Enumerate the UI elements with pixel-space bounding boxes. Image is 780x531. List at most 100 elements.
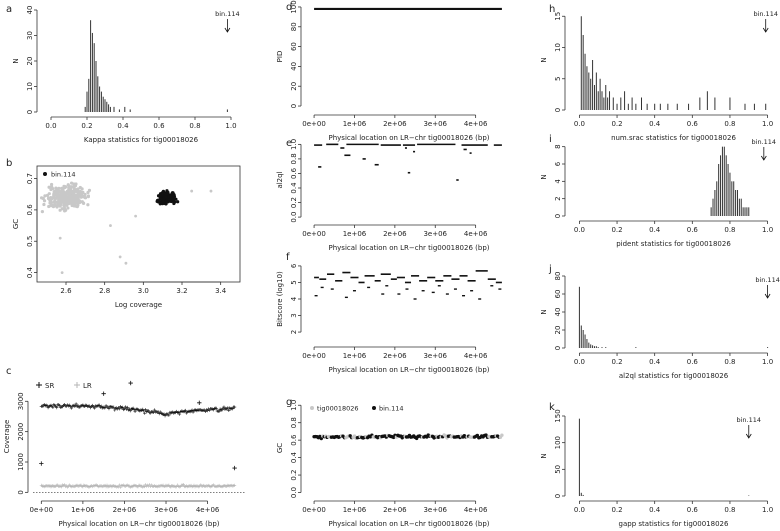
x-tick-label: 0.2 xyxy=(81,122,92,130)
lr-point xyxy=(117,483,122,487)
x-tick-label: 4e+06 xyxy=(464,506,488,514)
legend-marker xyxy=(372,406,376,410)
sr-point xyxy=(144,408,148,412)
y-tick-label: 0.4 xyxy=(26,266,34,278)
y-tick-label: 30 xyxy=(26,31,34,40)
y-axis: 0 20 40 60 80 xyxy=(554,272,566,350)
sr-point xyxy=(227,408,231,413)
y-axis: 0 1000 2000 3000 xyxy=(17,392,29,495)
x-tick-label: 3e+06 xyxy=(423,120,447,128)
point-bin xyxy=(161,199,165,203)
x-tick-label: 0.2 xyxy=(611,506,622,514)
x-tick-label: 0.8 xyxy=(724,506,735,514)
panel-g: g 0e+00 1e+06 2e+06 3e+06 4e+06 Physical locat… xyxy=(276,397,504,528)
x-axis: 0e+00 1e+06 2e+06 3e+06 4e+06 xyxy=(302,224,488,238)
y-tick-label: 5 xyxy=(290,280,298,284)
y-tick-label: 0.6 xyxy=(290,167,298,179)
point-outlier xyxy=(118,255,122,259)
y-axis: 0.4 0.5 0.6 0.7 xyxy=(26,173,38,278)
y-tick-label: 15 xyxy=(554,12,562,21)
point-other xyxy=(52,196,56,200)
y-tick-label: 0.0 xyxy=(290,487,298,498)
legend: SR LR xyxy=(36,382,92,390)
point-other xyxy=(67,195,71,199)
points xyxy=(39,380,237,489)
y-axis: 0.0 0.2 0.4 0.6 0.8 1.0 xyxy=(290,139,302,223)
y-tick-label: 0 xyxy=(554,346,562,350)
point-outlier xyxy=(209,189,213,193)
y-tick-label: 0.6 xyxy=(290,434,298,446)
point-other xyxy=(71,198,76,202)
y-tick-label: 40 xyxy=(290,62,298,71)
point-other xyxy=(49,187,53,192)
sr-point xyxy=(157,412,161,416)
point-other xyxy=(80,200,84,204)
point-other xyxy=(49,182,54,187)
x-axis: 2.6 2.8 3.0 3.2 3.4 xyxy=(60,281,227,295)
x-tick-label: 3.0 xyxy=(138,287,149,295)
point-other xyxy=(80,187,84,191)
x-tick-label: 1e+06 xyxy=(343,352,367,360)
point-other xyxy=(86,203,90,207)
x-tick-label: 4e+06 xyxy=(464,120,488,128)
point-other xyxy=(55,191,60,195)
sr-point xyxy=(112,405,116,409)
legend-marker xyxy=(43,172,47,176)
lr-point xyxy=(233,483,237,487)
point-outlier xyxy=(58,236,62,240)
y-tick-label: 4 xyxy=(290,296,298,301)
panel-f: f 0e+00 1e+06 2e+06 3e+06 4e+06 Physical locat… xyxy=(276,252,502,374)
point-bin xyxy=(169,194,173,198)
x-tick-label: 0.2 xyxy=(611,358,622,366)
y-axis-label: Bitscore (log10) xyxy=(276,271,284,327)
y-tick-label: 20 xyxy=(26,57,34,66)
sr-point xyxy=(146,409,151,413)
x-tick-label: 1e+06 xyxy=(343,230,367,238)
point-outlier xyxy=(109,224,112,227)
legend: bin.114 xyxy=(43,171,76,179)
y-axis-label: N xyxy=(540,174,548,179)
sr-point xyxy=(92,406,97,410)
point-other xyxy=(81,190,85,195)
bars xyxy=(84,20,228,112)
x-tick-label: 1.0 xyxy=(762,226,773,234)
sr-point xyxy=(124,407,128,411)
lr-point xyxy=(147,483,152,487)
sr-point xyxy=(97,403,101,407)
sr-point xyxy=(73,404,77,408)
point-other xyxy=(58,196,62,200)
sr-point xyxy=(74,402,78,406)
sr-point xyxy=(128,409,132,413)
point-other xyxy=(49,204,53,208)
point-bin xyxy=(163,195,168,199)
point-other xyxy=(62,206,67,210)
sr-outlier xyxy=(39,461,44,466)
point-other xyxy=(47,192,51,196)
x-tick-label: 0.0 xyxy=(574,226,585,234)
point-other xyxy=(83,192,87,197)
panel-letter: c xyxy=(6,366,12,377)
y-tick-label: 0.8 xyxy=(290,417,298,428)
y-tick-label: 0 xyxy=(26,110,34,114)
x-tick-label: 4e+06 xyxy=(196,506,220,514)
y-axis-label: N xyxy=(540,309,548,314)
sr-point xyxy=(143,411,147,415)
x-tick-label: 0e+00 xyxy=(30,506,54,514)
point-other xyxy=(42,202,46,207)
legend-label: SR xyxy=(45,382,54,390)
x-tick-label: 0.0 xyxy=(574,506,585,514)
bars xyxy=(580,16,767,110)
y-tick-label: 0 xyxy=(17,490,25,494)
y-tick-label: 6 xyxy=(554,161,562,166)
point-other xyxy=(63,209,67,213)
sr-point xyxy=(58,403,62,408)
point-outlier xyxy=(190,189,194,193)
y-tick-label: 60 xyxy=(554,290,562,299)
legend-label: bin.114 xyxy=(51,171,76,179)
sr-point xyxy=(233,405,237,409)
point-other xyxy=(78,192,82,196)
y-tick-label: 2 xyxy=(554,196,562,200)
x-tick-label: 4e+06 xyxy=(464,230,488,238)
y-tick-label: 150 xyxy=(554,409,562,422)
point-other xyxy=(77,201,81,205)
